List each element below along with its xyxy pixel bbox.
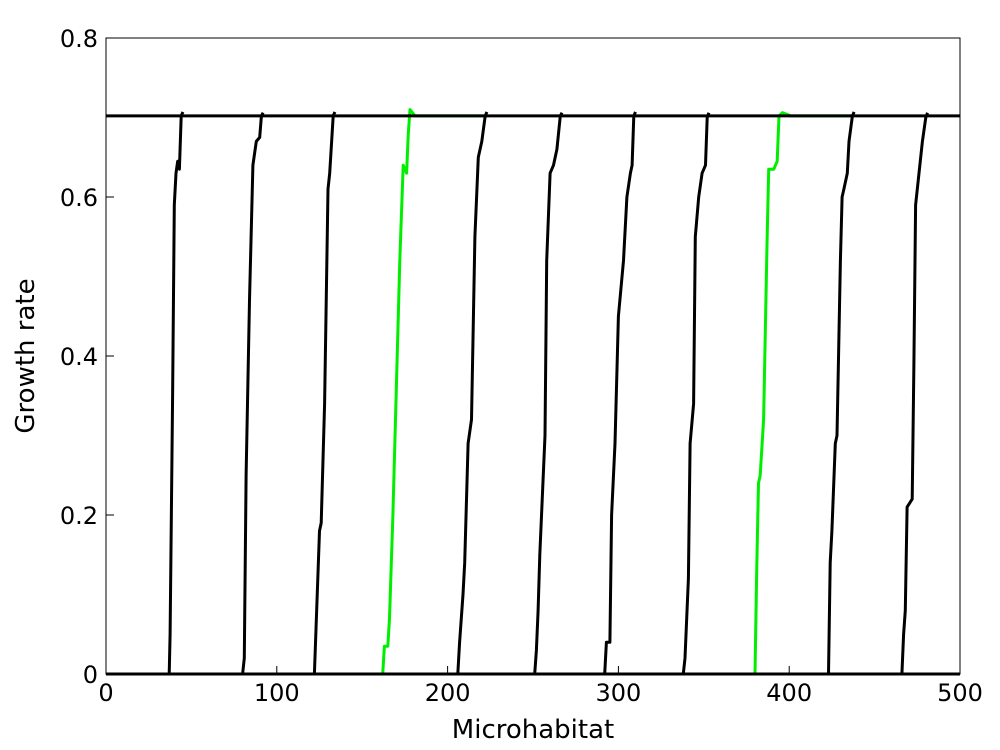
y-tick-label: 0	[83, 661, 98, 689]
series-line-2	[169, 111, 265, 676]
series-line-10	[790, 111, 856, 676]
axes-frame	[105, 37, 961, 676]
series-line-5	[415, 111, 489, 676]
series-line-7	[534, 111, 637, 676]
y-axis-label: Growth rate	[11, 278, 41, 433]
series-line-3	[242, 111, 337, 676]
series-line-9	[683, 111, 853, 676]
x-axis-label: Microhabitat	[452, 715, 614, 745]
y-tick-label: 0.4	[60, 343, 98, 371]
x-tick-label: 200	[425, 679, 471, 707]
series-line-8	[604, 112, 711, 676]
x-tick-label: 500	[937, 679, 983, 707]
series-line-4	[314, 108, 486, 676]
series-line-1	[106, 111, 185, 676]
series-line-6	[457, 111, 564, 676]
y-tick-label: 0.6	[60, 184, 98, 212]
x-tick-label: 300	[595, 679, 641, 707]
tick-layer: 0 100 200 300 400 500 0 0.2 0.4 0.6 0.8	[60, 25, 983, 707]
plot-frame	[105, 37, 961, 675]
series-layer	[106, 108, 929, 676]
x-tick-label: 400	[766, 679, 812, 707]
y-tick-label: 0.8	[60, 25, 98, 53]
x-tick-label: 0	[98, 679, 113, 707]
y-tick-label: 0.2	[60, 502, 98, 530]
series-line-11	[828, 112, 929, 676]
x-tick-label: 100	[254, 679, 300, 707]
